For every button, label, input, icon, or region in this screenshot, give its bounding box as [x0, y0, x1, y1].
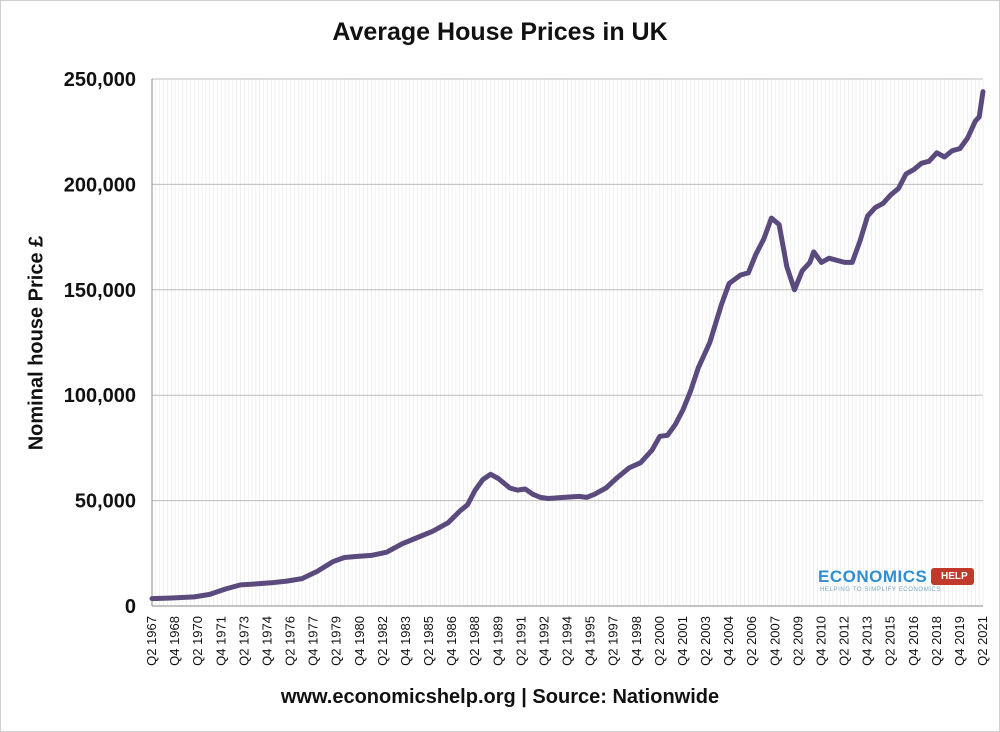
y-tick-label: 250,000 [64, 69, 136, 91]
x-tick-label: Q2 1976 [283, 616, 298, 666]
economics-help-logo: ECONOMICS HELP HELPING TO SIMPLIFY ECONO… [818, 567, 974, 599]
y-tick-labels: 0 50,000 100,000 150,000 200,000 250,000 [64, 69, 136, 618]
x-tick-label: Q4 1992 [536, 616, 551, 666]
x-axis-title: www.economicshelp.org | Source: Nationwi… [280, 686, 720, 708]
y-tick-label: 50,000 [75, 491, 136, 513]
x-tick-label: Q4 1989 [490, 616, 505, 666]
chart-title: Average House Prices in UK [332, 18, 668, 46]
series-line [149, 89, 986, 602]
logo-help-badge: HELP [931, 568, 974, 585]
x-tick-label: Q2 2018 [929, 616, 944, 666]
y-tick-label: 150,000 [64, 280, 136, 302]
x-tick-label: Q4 2007 [767, 616, 782, 666]
x-tick-label: Q2 2006 [744, 616, 759, 666]
x-tick-label: Q2 1994 [560, 616, 575, 666]
x-tick-label: Q4 1995 [583, 616, 598, 666]
x-tick-label: Q4 2010 [813, 616, 828, 666]
x-tick-label: Q2 1982 [375, 616, 390, 666]
x-tick-label: Q4 1998 [629, 616, 644, 666]
x-tick-label: Q2 1997 [606, 616, 621, 666]
x-tick-label: Q4 2001 [675, 616, 690, 666]
x-tick-label: Q2 2009 [790, 616, 805, 666]
logo-tagline: HELPING TO SIMPLIFY ECONOMICS [820, 587, 942, 593]
x-tick-label: Q2 1979 [329, 616, 344, 666]
x-tick-label: Q2 1988 [467, 616, 482, 666]
x-tick-label: Q2 2012 [837, 616, 852, 666]
x-tick-labels: Q2 1967 Q4 1968 Q2 1970 Q4 1971 Q2 1973 Q4 19… [144, 616, 990, 666]
horizontal-gridlines [152, 78, 983, 502]
x-tick-label: Q4 1986 [444, 616, 459, 666]
y-tick-label: 0 [125, 596, 136, 618]
x-tick-label: Q2 2003 [698, 616, 713, 666]
x-tick-label: Q4 2013 [860, 616, 875, 666]
quarter-gridlines [151, 79, 984, 606]
x-tick-label: Q4 2019 [952, 616, 967, 666]
x-tick-label: Q4 1971 [213, 616, 228, 666]
x-tick-label: Q4 1977 [306, 616, 321, 666]
x-tick-label: Q4 1983 [398, 616, 413, 666]
x-tick-label: Q2 1973 [236, 616, 251, 666]
x-tick-label: Q2 2015 [883, 616, 898, 666]
x-tick-label: Q4 1980 [352, 616, 367, 666]
x-tick-label: Q4 2004 [721, 616, 736, 666]
x-tick-label: Q2 2021 [975, 616, 990, 666]
x-tick-label: Q2 1970 [190, 616, 205, 666]
x-tick-label: Q2 2000 [652, 616, 667, 666]
logo-word: ECONOMICS [818, 567, 928, 586]
x-tick-label: Q2 1991 [513, 616, 528, 666]
vertical-gridlines [151, 79, 984, 606]
x-tick-label: Q2 1967 [144, 616, 159, 666]
x-tick-label: Q2 1985 [421, 616, 436, 666]
y-tick-label: 100,000 [64, 385, 136, 407]
x-tick-label: Q4 1968 [167, 616, 182, 666]
x-tick-label: Q4 1974 [259, 616, 274, 666]
y-tick-label: 200,000 [64, 174, 136, 196]
x-tick-label: Q4 2016 [906, 616, 921, 666]
